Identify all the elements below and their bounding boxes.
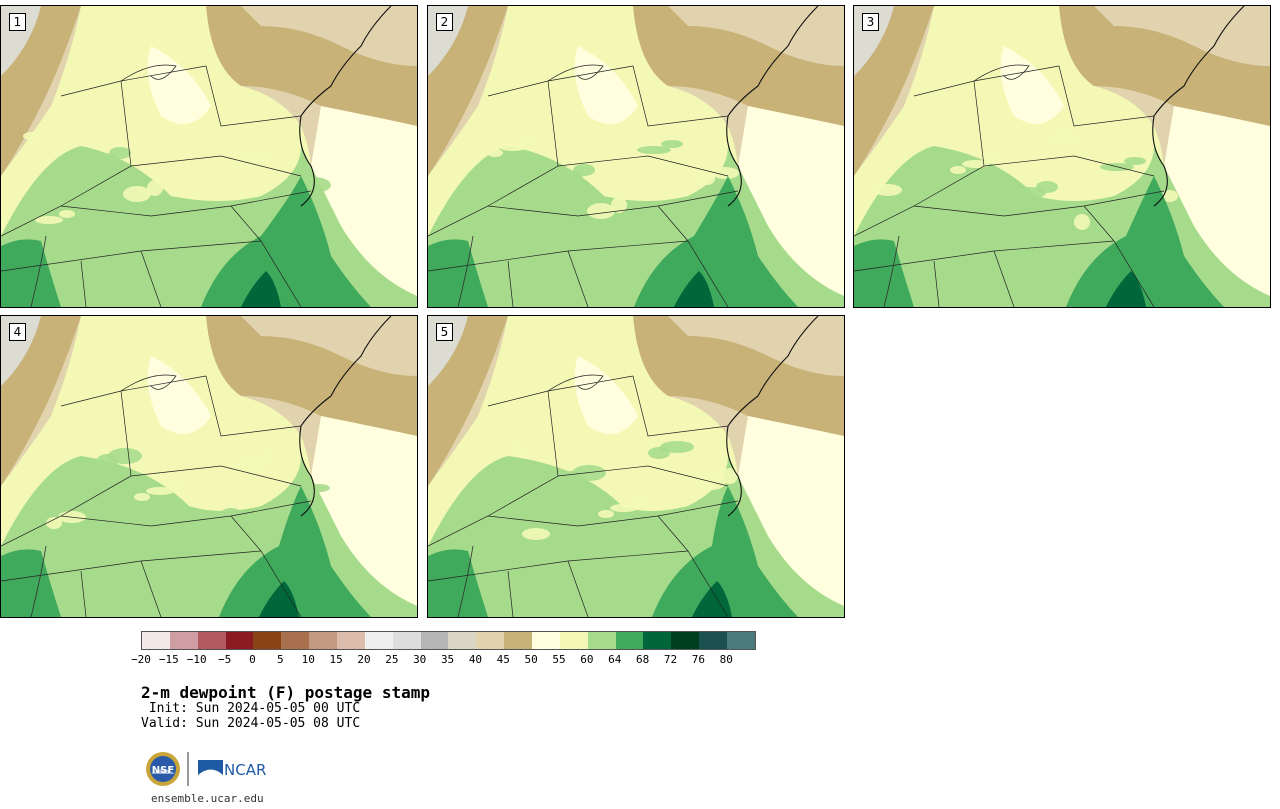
dewpoint-map-5 bbox=[428, 316, 844, 617]
map-panel-5: 5 bbox=[427, 315, 845, 618]
colorbar-tick-label: 64 bbox=[608, 653, 622, 666]
dewpoint-map-4 bbox=[1, 316, 417, 617]
panel-label-2: 2 bbox=[436, 13, 453, 31]
colorbar-swatch bbox=[448, 632, 477, 649]
colorbar-tick-label: 35 bbox=[440, 653, 455, 666]
colorbar-tick-label: 60 bbox=[580, 653, 594, 666]
colorbar-swatch bbox=[337, 632, 365, 649]
panel-label-1: 1 bbox=[9, 13, 26, 31]
colorbar-tick-label: 5 bbox=[277, 653, 284, 666]
site-url: ensemble.ucar.edu bbox=[151, 792, 264, 805]
page-title: 2-m dewpoint (F) postage stamp bbox=[141, 683, 430, 702]
colorbar-swatch bbox=[253, 632, 282, 649]
colorbar-tick-label: 72 bbox=[663, 653, 678, 666]
colorbar-swatch bbox=[197, 632, 226, 649]
colorbar-tick-label: 80 bbox=[719, 653, 733, 666]
colorbar-tick-label: 45 bbox=[496, 653, 510, 666]
colorbar-swatch bbox=[476, 632, 505, 649]
colorbar-tick-label: 50 bbox=[524, 653, 538, 666]
colorbar-tick-label: 20 bbox=[357, 653, 371, 666]
ncar-logo: NCAR bbox=[198, 760, 266, 779]
logos: NSF NCAR bbox=[146, 752, 266, 786]
colorbar-swatch bbox=[364, 632, 393, 649]
colorbar-swatch bbox=[643, 632, 672, 649]
colorbar-swatch bbox=[671, 632, 700, 649]
svg-text:NCAR: NCAR bbox=[224, 761, 266, 779]
colorbar-tick-label: −5 bbox=[217, 653, 232, 666]
colorbar-swatch bbox=[615, 632, 644, 649]
colorbar-swatch bbox=[142, 632, 170, 649]
panel-label-3: 3 bbox=[862, 13, 879, 31]
dewpoint-map-3 bbox=[854, 6, 1270, 307]
colorbar-swatch bbox=[225, 632, 254, 649]
colorbar-swatch bbox=[281, 632, 310, 649]
dewpoint-map-1 bbox=[1, 6, 417, 307]
colorbar-tick-label: 15 bbox=[329, 653, 343, 666]
svg-text:NSF: NSF bbox=[152, 765, 174, 776]
colorbar-tick-label: 25 bbox=[385, 653, 399, 666]
init-time: Init: Sun 2024-05-05 00 UTC bbox=[141, 701, 361, 716]
colorbar-tick-label: 55 bbox=[552, 653, 566, 666]
colorbar-tick-label: 10 bbox=[301, 653, 315, 666]
dewpoint-map-2 bbox=[428, 6, 844, 307]
colorbar-tick-label: −15 bbox=[158, 653, 179, 666]
map-panel-2: 2 bbox=[427, 5, 845, 308]
colorbar-tick-label: 68 bbox=[636, 653, 650, 666]
colorbar-swatch bbox=[727, 632, 755, 649]
colorbar bbox=[141, 631, 756, 650]
colorbar-swatch bbox=[169, 632, 198, 649]
colorbar-swatch bbox=[532, 632, 560, 649]
colorbar-tick-label: 76 bbox=[691, 653, 706, 666]
colorbar-swatch bbox=[504, 632, 533, 649]
colorbar-tick-label: 40 bbox=[468, 653, 483, 666]
map-panel-3: 3 bbox=[853, 5, 1271, 308]
colorbar-tick-label: 0 bbox=[249, 653, 256, 666]
map-panel-1: 1 bbox=[0, 5, 418, 308]
colorbar-swatch bbox=[587, 632, 616, 649]
colorbar-swatch bbox=[699, 632, 728, 649]
colorbar-tick-label: 30 bbox=[413, 653, 427, 666]
colorbar-tick-label: −10 bbox=[186, 653, 207, 666]
panel-label-4: 4 bbox=[9, 323, 26, 341]
colorbar-swatch bbox=[559, 632, 588, 649]
colorbar-tick-label: −20 bbox=[131, 653, 151, 666]
valid-time: Valid: Sun 2024-05-05 08 UTC bbox=[141, 716, 361, 731]
colorbar-swatch bbox=[392, 632, 421, 649]
map-panel-4: 4 bbox=[0, 315, 418, 618]
panel-label-5: 5 bbox=[436, 323, 453, 341]
colorbar-swatch bbox=[420, 632, 449, 649]
colorbar-swatch bbox=[309, 632, 338, 649]
nsf-logo: NSF bbox=[146, 752, 180, 786]
colorbar-tick-labels: −20 −15 −10 −5 0 5 10 15 20 25 30 35 40 45 50 55 60 64 68 7… bbox=[131, 653, 761, 667]
